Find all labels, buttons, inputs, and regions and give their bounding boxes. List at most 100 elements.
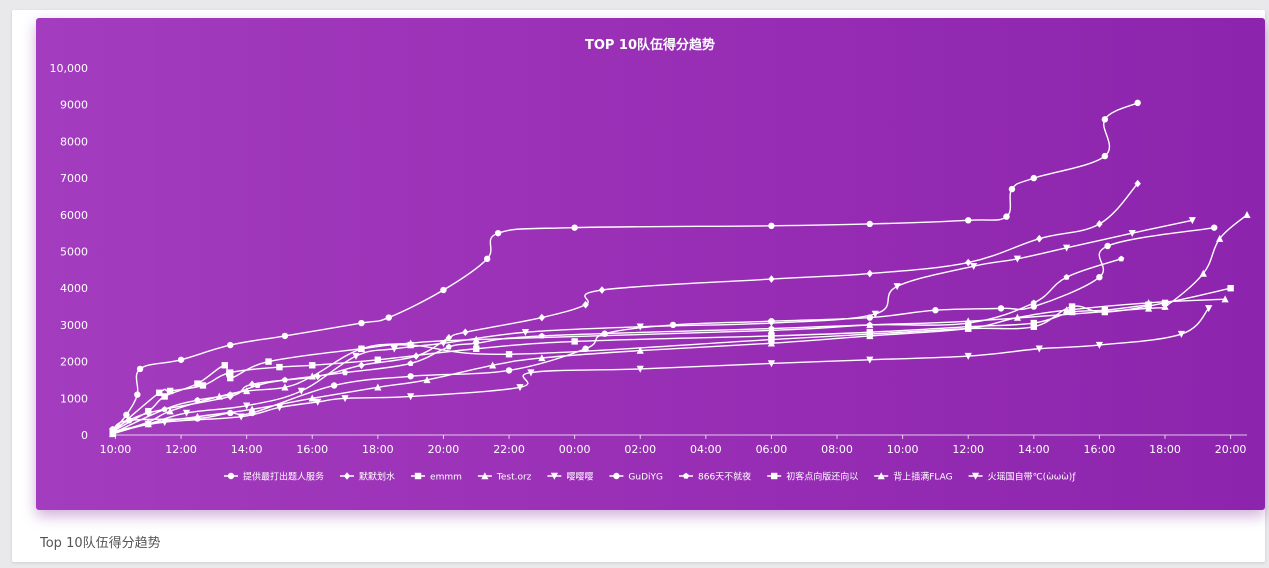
data-point xyxy=(109,429,117,437)
data-point xyxy=(866,269,874,278)
data-point xyxy=(1068,308,1076,316)
data-point xyxy=(374,383,382,391)
data-point xyxy=(636,323,644,331)
data-point xyxy=(265,358,272,365)
x-tick-label: 02:00 xyxy=(624,443,656,456)
x-tick-label: 04:00 xyxy=(690,443,722,456)
y-tick-label: 6000 xyxy=(60,209,88,222)
data-point xyxy=(505,367,513,374)
legend-item[interactable]: 背上插满FLAG xyxy=(874,471,953,483)
card-caption: Top 10队伍得分趋势 xyxy=(40,536,161,551)
legend-item[interactable]: 嘤嘤嘤 xyxy=(547,472,593,483)
data-point xyxy=(1227,285,1234,292)
data-point xyxy=(145,407,152,415)
x-tick-label: 08:00 xyxy=(821,443,853,456)
y-axis: 0 1000 2000 3000 4000 5000 6000 7000 8000 9000 10,… xyxy=(50,62,89,442)
data-point xyxy=(1243,211,1251,218)
data-point xyxy=(1096,220,1103,228)
series-1 xyxy=(109,224,1218,433)
data-point xyxy=(1013,255,1022,263)
data-point xyxy=(342,369,349,376)
y-tick-label: 4000 xyxy=(60,282,88,295)
legend-item[interactable]: 提供最打出题人服务 xyxy=(224,471,324,483)
legend-marker-icon xyxy=(613,472,620,480)
data-point xyxy=(1008,185,1016,193)
chart-panel: TOP 10队伍得分趋势 0 1000 2000 3000 4000 5000 6000 70… xyxy=(36,18,1265,510)
data-point xyxy=(1128,229,1136,237)
legend-label: emmm xyxy=(430,473,462,483)
series-9 xyxy=(109,295,1229,438)
data-point xyxy=(1145,299,1153,307)
data-point xyxy=(636,365,644,373)
data-point xyxy=(407,360,414,367)
y-tick-label: 2000 xyxy=(60,356,88,369)
data-point xyxy=(1134,99,1141,107)
data-point xyxy=(248,405,256,413)
data-point xyxy=(669,321,677,329)
data-point xyxy=(767,319,776,327)
legend-item[interactable]: 初客点向版还向以 xyxy=(767,471,858,483)
y-tick-label: 0 xyxy=(81,429,88,442)
legend-item[interactable]: 火瑶国自带℃(ὼωὼ)ƒ xyxy=(968,471,1077,483)
data-point xyxy=(866,220,874,228)
data-point xyxy=(1104,242,1111,250)
legend-item[interactable]: 默默划水 xyxy=(340,471,395,483)
data-point xyxy=(462,328,469,337)
series-6 xyxy=(109,99,1141,435)
legend-label: Test.orz xyxy=(496,473,532,483)
legend-label: 提供最打出题人服务 xyxy=(243,471,324,483)
legend-item[interactable]: Test.orz xyxy=(477,472,532,483)
data-point xyxy=(194,380,201,387)
data-point xyxy=(281,383,289,391)
data-point xyxy=(136,365,144,373)
legend-marker-icon xyxy=(414,472,422,480)
data-point xyxy=(866,332,874,340)
data-point xyxy=(965,258,972,267)
y-tick-label: 7000 xyxy=(60,172,88,185)
data-point xyxy=(964,324,972,332)
x-tick-label: 18:00 xyxy=(362,443,394,456)
x-tick-label: 06:00 xyxy=(756,443,788,456)
data-point xyxy=(358,361,365,370)
data-point xyxy=(177,356,185,363)
legend-item[interactable]: GuDiYG xyxy=(609,473,663,483)
data-point xyxy=(227,341,234,349)
data-point xyxy=(144,420,152,428)
series-layer xyxy=(109,99,1251,438)
data-point xyxy=(1101,116,1109,123)
data-point xyxy=(538,313,546,322)
data-point xyxy=(473,345,480,352)
x-tick-label: 14:00 xyxy=(1018,443,1050,456)
data-point xyxy=(1036,234,1043,243)
data-point xyxy=(161,406,168,412)
legend-item[interactable]: 866天不就夜 xyxy=(679,471,751,483)
data-point xyxy=(767,360,776,368)
data-point xyxy=(1161,302,1169,310)
legend-item[interactable]: emmm xyxy=(411,473,462,483)
legend-label: 嘤嘤嘤 xyxy=(566,472,593,483)
series-3 xyxy=(109,285,1234,435)
legend-marker-icon xyxy=(481,472,489,480)
data-point xyxy=(521,329,530,337)
data-point xyxy=(182,409,191,417)
data-point xyxy=(341,395,349,403)
data-point xyxy=(1211,224,1218,231)
data-point xyxy=(964,352,972,360)
x-tick-label: 00:00 xyxy=(559,443,591,456)
data-point xyxy=(1221,295,1229,303)
data-point xyxy=(352,352,360,360)
data-point xyxy=(1030,174,1038,182)
data-point xyxy=(1205,305,1213,313)
data-point xyxy=(281,332,289,340)
data-point xyxy=(1199,269,1207,277)
data-point xyxy=(243,402,251,410)
data-point xyxy=(439,340,448,348)
data-point xyxy=(1101,307,1109,314)
data-point xyxy=(538,332,545,339)
data-point xyxy=(1118,255,1125,262)
legend-marker-icon xyxy=(682,472,690,479)
data-point xyxy=(527,369,535,377)
data-point xyxy=(1101,152,1109,160)
data-point xyxy=(494,229,502,237)
data-point xyxy=(407,373,414,380)
